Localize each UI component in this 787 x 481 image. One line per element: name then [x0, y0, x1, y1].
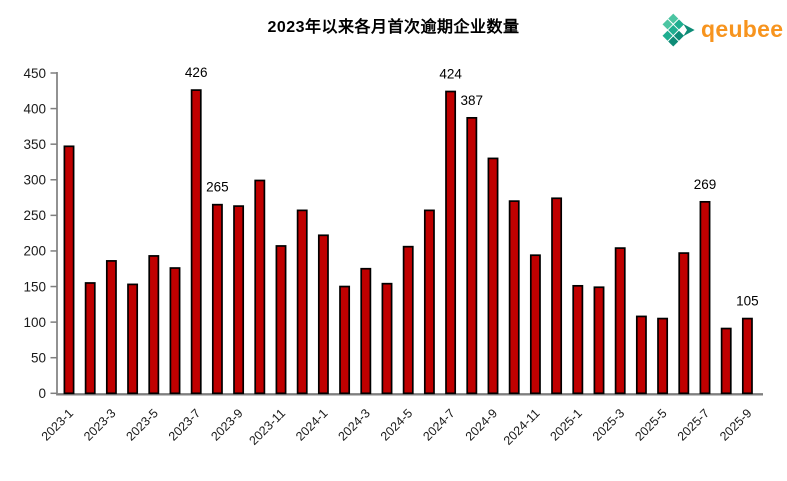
- bar-2024-2: [339, 285, 351, 395]
- y-tick-label: 150: [23, 279, 46, 294]
- y-tick-label: 100: [23, 315, 46, 330]
- bar-2024-1: [317, 234, 329, 395]
- bar-value-label-2023-8: 265: [206, 180, 229, 195]
- bar-2023-1: [63, 145, 75, 395]
- bar-2025-3: [614, 247, 626, 395]
- logo-text: qeubee: [701, 16, 784, 42]
- y-tick-label: 200: [23, 244, 46, 259]
- bar-2024-5: [402, 245, 414, 395]
- bar-value-label-2023-7: 426: [185, 65, 208, 80]
- x-tick-label: 2023-5: [123, 406, 160, 443]
- y-tick-label: 350: [23, 137, 46, 152]
- x-tick-label: 2023-11: [246, 406, 288, 448]
- bar-2023-12: [296, 209, 308, 395]
- x-tick-label: 2025-3: [590, 406, 627, 443]
- y-tick-label: 300: [23, 173, 46, 188]
- x-tick-label: 2025-1: [547, 406, 584, 443]
- y-tick-label: 250: [23, 208, 46, 223]
- bar-2025-1: [572, 284, 584, 395]
- bar-2023-10: [254, 179, 266, 395]
- bar-2023-7: [190, 89, 202, 395]
- bar-2023-3: [105, 260, 117, 395]
- bar-2025-7: [699, 200, 711, 395]
- bar-2025-2: [593, 286, 605, 395]
- y-tick-label: 50: [31, 351, 46, 366]
- bar-2024-12: [551, 197, 563, 395]
- x-tick-label: 2024-11: [501, 406, 543, 448]
- bar-2025-5: [657, 317, 669, 395]
- bar-2023-5: [148, 255, 160, 395]
- bar-2023-4: [127, 283, 139, 395]
- bar-value-label-2024-7: 424: [439, 67, 462, 82]
- x-tick-label: 2024-9: [463, 406, 500, 443]
- bar-2024-11: [529, 254, 541, 395]
- bar-2023-6: [169, 267, 181, 395]
- y-tick-label: 400: [23, 101, 46, 116]
- bar-2023-2: [84, 282, 96, 395]
- x-tick-label: 2024-7: [420, 406, 457, 443]
- x-tick-label: 2024-5: [378, 406, 415, 443]
- bar-2024-9: [487, 157, 499, 395]
- bar-2025-8: [720, 327, 732, 395]
- bar-2023-9: [233, 205, 245, 395]
- bar-2025-9: [741, 317, 753, 395]
- bar-2024-8: [466, 116, 478, 395]
- bar-2023-8: [211, 203, 223, 395]
- bar-value-label-2025-9: 105: [736, 294, 759, 309]
- bar-2025-4: [635, 315, 647, 395]
- x-tick-label: 2024-1: [293, 406, 330, 443]
- bar-value-label-2024-8: 387: [461, 93, 484, 108]
- bar-2024-7: [445, 90, 457, 395]
- bar-value-label-2025-7: 269: [694, 177, 717, 192]
- qeubee-logo: qeubee: [659, 11, 783, 51]
- x-tick-label: 2024-3: [335, 406, 372, 443]
- x-tick-label: 2025-7: [675, 406, 712, 443]
- qeubee-logo-icon: [662, 13, 695, 47]
- bar-2024-3: [360, 267, 372, 395]
- x-tick-label: 2023-9: [208, 406, 245, 443]
- x-tick-label: 2023-1: [39, 406, 76, 443]
- bar-2024-4: [381, 282, 393, 395]
- x-tick-label: 2025-9: [717, 406, 754, 443]
- bar-2024-10: [508, 200, 520, 395]
- y-tick-label: 0: [38, 386, 46, 401]
- chart-title: 2023年以来各月首次逾期企业数量: [267, 19, 520, 36]
- y-tick-label: 450: [23, 66, 46, 81]
- bar-2023-11: [275, 245, 287, 395]
- x-tick-label: 2023-3: [81, 406, 118, 443]
- x-tick-label: 2023-7: [166, 406, 203, 443]
- x-tick-label: 2025-5: [632, 406, 669, 443]
- bar-2025-6: [678, 252, 690, 395]
- bar-2024-6: [423, 209, 435, 395]
